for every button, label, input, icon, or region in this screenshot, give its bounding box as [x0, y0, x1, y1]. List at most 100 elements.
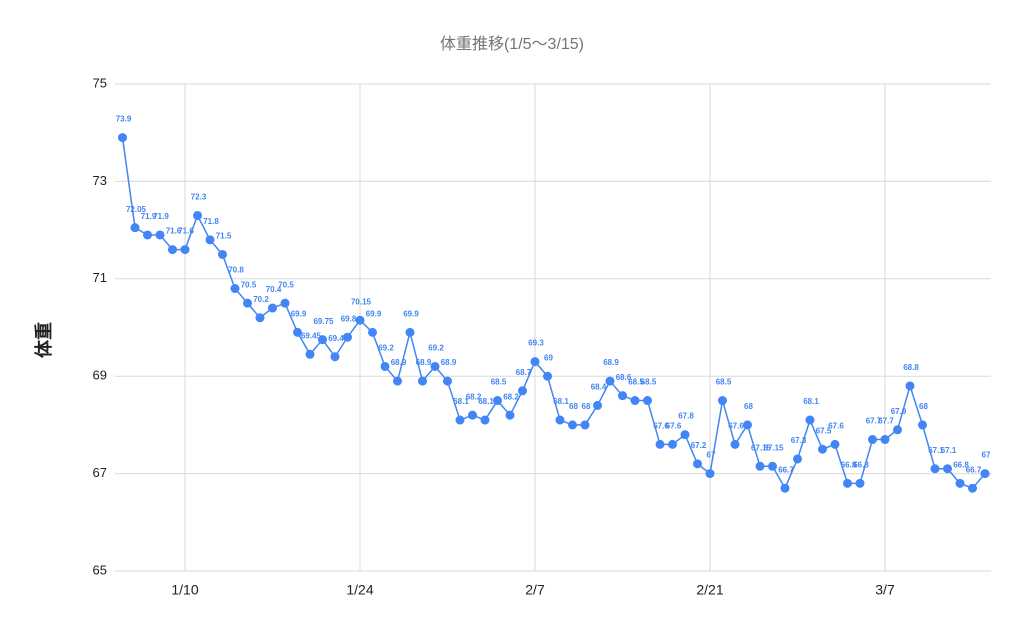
x-tick-label: 1/10 [171, 582, 198, 598]
y-tick-label: 67 [93, 465, 107, 480]
data-label: 68.9 [416, 358, 432, 367]
data-label: 66.7 [966, 465, 982, 474]
point [355, 315, 365, 325]
data-label: 66.7 [778, 465, 794, 474]
point [680, 430, 690, 440]
point [143, 230, 152, 240]
point [605, 376, 615, 386]
point [493, 396, 502, 406]
data-label: 69.9 [403, 309, 419, 318]
data-label: 68.1 [453, 397, 469, 406]
point [705, 469, 715, 479]
chart-title: 体重推移(1/5〜3/15) [440, 35, 584, 53]
data-label: 69.9 [366, 309, 382, 318]
point [955, 478, 965, 488]
data-label: 67.6 [666, 421, 682, 430]
point [668, 439, 677, 449]
data-label: 68.2 [503, 392, 519, 401]
data-label: 70.2 [253, 295, 269, 304]
y-tick-label: 73 [93, 173, 107, 188]
data-label: 67.1 [941, 446, 957, 455]
data-label: 68.1 [803, 397, 819, 406]
point [418, 376, 427, 386]
data-label: 67.15 [751, 443, 772, 452]
data-label: 72.05 [126, 205, 147, 214]
point [180, 245, 190, 255]
data-label: 69 [544, 353, 553, 362]
point [468, 410, 477, 420]
point [943, 464, 952, 474]
data-label: 67.8 [678, 412, 694, 421]
data-label: 71.9 [153, 212, 169, 221]
point [880, 435, 890, 445]
data-label: 69.75 [313, 317, 334, 326]
point [305, 349, 315, 359]
point [568, 420, 577, 430]
data-label: 68.5 [716, 378, 732, 387]
data-label: 68.5 [641, 378, 657, 387]
point [843, 478, 852, 488]
point [155, 230, 165, 240]
point [693, 459, 702, 469]
line [121, 137, 986, 490]
point [430, 361, 440, 371]
point [480, 415, 490, 425]
point [243, 298, 252, 308]
data-label: 68 [919, 402, 928, 411]
data-label: 68 [569, 402, 578, 411]
data-label: 67 [707, 451, 716, 460]
y-tick-label: 69 [93, 368, 107, 383]
data-label: 68.5 [628, 378, 644, 387]
y-tick-label: 65 [93, 562, 107, 577]
point [368, 327, 377, 337]
point [205, 235, 215, 245]
data-label: 72.3 [191, 193, 207, 202]
point [918, 420, 927, 430]
point [818, 444, 827, 454]
data-label: 66.8 [853, 460, 869, 469]
data-label: 71.8 [203, 217, 219, 226]
data-label: 67.7 [866, 417, 882, 426]
data-label: 71.5 [216, 232, 232, 241]
data-label: 66.8 [953, 460, 969, 469]
point [455, 415, 465, 425]
data-label: 69.2 [428, 344, 444, 353]
y-axis-label: 体重 [33, 322, 54, 358]
data-label: 68.6 [616, 373, 632, 382]
data-label: 67.9 [891, 407, 907, 416]
data-label: 67.5 [816, 426, 832, 435]
point [555, 415, 565, 425]
point [505, 410, 515, 420]
data-label: 67.6 [653, 421, 669, 430]
point [393, 376, 402, 386]
point [230, 284, 240, 294]
data-label: 68.5 [491, 378, 507, 387]
data-label: 71.6 [178, 227, 194, 236]
data-label: 67.6 [728, 421, 744, 430]
data-label: 71.9 [141, 212, 157, 221]
data-label: 68.9 [603, 358, 619, 367]
x-tick-label: 2/21 [696, 582, 723, 598]
point [330, 352, 340, 362]
point [405, 327, 415, 337]
data-label: 70.5 [278, 280, 294, 289]
point [518, 386, 527, 396]
data-label: 66.8 [841, 460, 857, 469]
point [443, 376, 452, 386]
point [318, 335, 327, 345]
data-label: 68.7 [516, 368, 532, 377]
data-label: 69.45 [301, 331, 322, 340]
x-tick-label: 2/7 [525, 582, 545, 598]
point [868, 435, 877, 445]
data-label: 68.8 [903, 363, 919, 372]
point [218, 249, 227, 259]
data-label: 69.4 [328, 334, 344, 343]
point [593, 400, 602, 410]
x-tick-label: 1/24 [346, 582, 373, 598]
y-tick-label: 71 [93, 270, 107, 285]
data-label: 69.3 [528, 339, 544, 348]
data-label: 68.2 [466, 392, 482, 401]
data-label: 67.1 [928, 446, 944, 455]
point [343, 332, 352, 342]
